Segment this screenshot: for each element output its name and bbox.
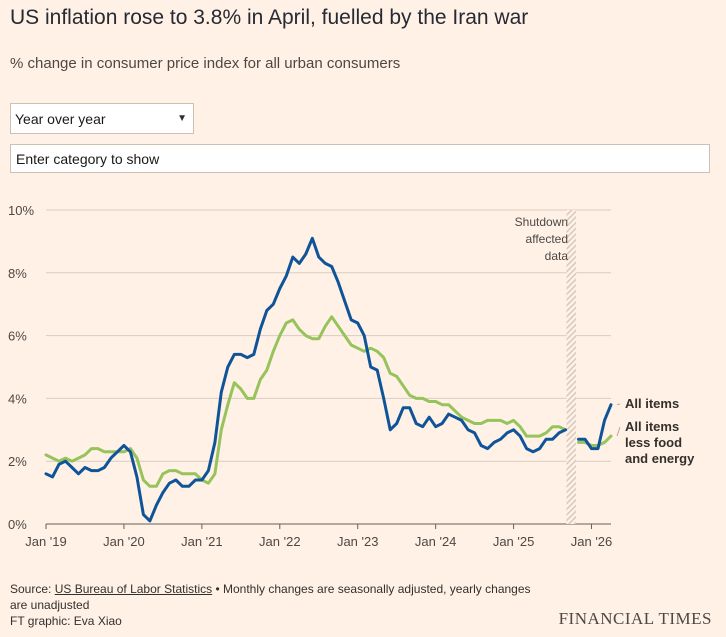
x-tick-label: Jan '26 (571, 534, 613, 549)
line-chart: 0% 2% 4% 6% 8% 10% Jan '19 Jan '20 Jan '21 Jan '2… (8, 203, 695, 549)
series-end-label: less food (625, 435, 682, 450)
x-tick-label: Jan '24 (415, 534, 457, 549)
x-tick-label: Jan '19 (25, 534, 67, 549)
x-tick-label: Jan '23 (337, 534, 379, 549)
y-tick-label: 10% (8, 203, 34, 218)
y-tick-label: 0% (8, 517, 27, 532)
y-tick-label: 6% (8, 329, 27, 344)
x-tick-label: Jan '21 (181, 534, 223, 549)
source-prefix: Source: (10, 582, 55, 596)
shutdown-annotation: affected (526, 232, 568, 246)
chart-title: US inflation rose to 3.8% in April, fuel… (10, 6, 529, 29)
series-end-label: and energy (625, 451, 695, 466)
series-line-all-items (44, 236, 567, 523)
x-tick-label: Jan '22 (259, 534, 301, 549)
shutdown-annotation: data (545, 249, 569, 263)
chevron-down-icon: ▼ (177, 113, 187, 124)
x-tick-label: Jan '25 (493, 534, 535, 549)
label-leader-line (616, 403, 621, 406)
y-tick-label: 4% (8, 391, 27, 406)
category-search-input[interactable] (10, 144, 710, 173)
graphic-credit: FT graphic: Eva Xiao (10, 614, 122, 628)
series-line-core (44, 315, 567, 488)
series-line-all-items (577, 403, 613, 451)
chart-subtitle: % change in consumer price index for all… (10, 55, 401, 72)
measure-select[interactable]: Year over year ▼ (10, 103, 194, 134)
shutdown-annotation: Shutdown (515, 215, 568, 229)
shutdown-band (566, 210, 577, 524)
footer-notes: Source: US Bureau of Labor Statistics • … (10, 581, 550, 629)
ft-logo: FINANCIAL TIMES (558, 609, 712, 628)
x-tick-label: Jan '20 (103, 534, 145, 549)
measure-select-value: Year over year (15, 111, 106, 127)
y-tick-label: 2% (8, 454, 27, 469)
source-link[interactable]: US Bureau of Labor Statistics (54, 582, 213, 596)
series-end-label: All items (625, 396, 679, 411)
y-tick-label: 8% (8, 266, 27, 281)
series-end-label: All items (625, 419, 679, 434)
source-note: • Monthly changes are seasonally adjuste… (10, 582, 531, 612)
label-leader-line (616, 426, 621, 437)
series-line-core (577, 434, 613, 447)
